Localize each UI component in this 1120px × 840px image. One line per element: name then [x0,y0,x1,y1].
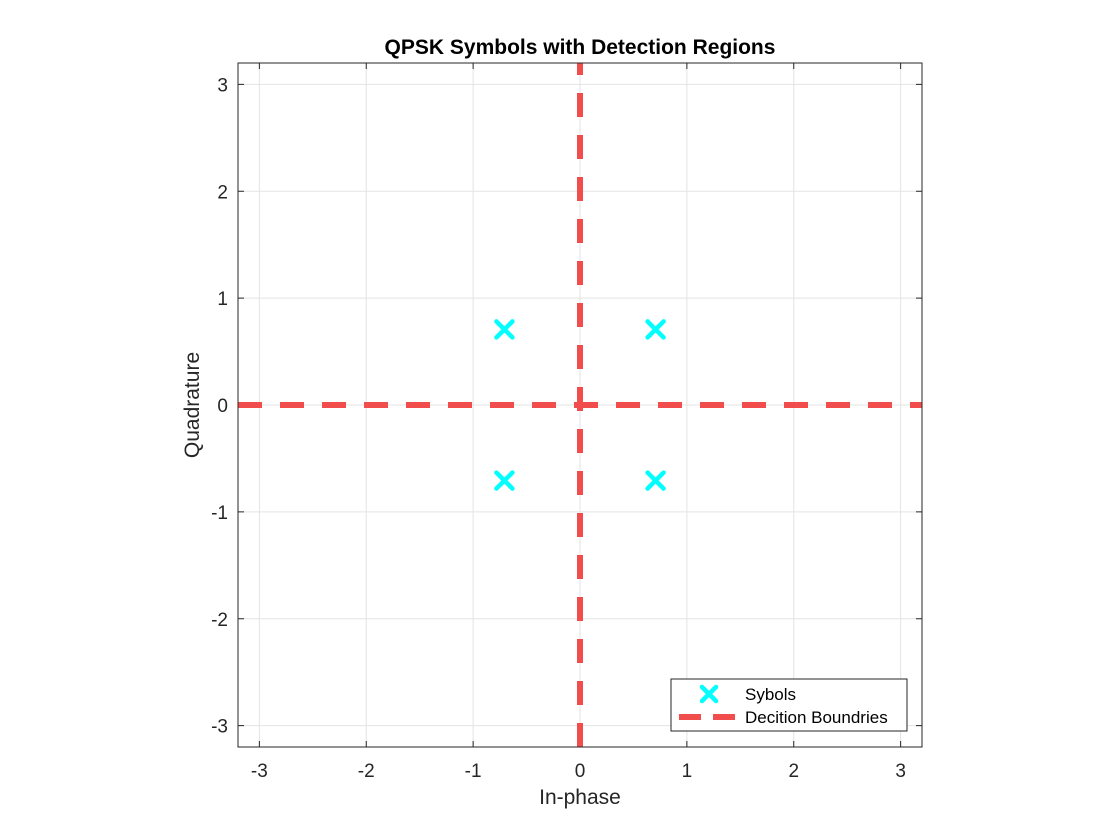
legend-entry-label: Decition Boundries [745,708,888,727]
symbol-stroke [645,470,666,491]
symbol-point [494,319,515,340]
x-tick-label: 1 [682,761,693,782]
symbol-stroke [645,319,666,340]
symbol-stroke [494,470,515,491]
y-tick-label: 0 [217,396,228,417]
x-axis-label: In-phase [539,786,621,809]
legend-symbol-icon [699,684,719,704]
symbol-stroke [494,319,515,340]
legend-box [670,678,908,732]
y-tick-label: 2 [217,182,228,203]
axes-box [237,62,923,748]
x-tick-label: 0 [575,761,586,782]
symbol-point [645,470,666,491]
y-tick-label: 3 [217,75,228,96]
x-tick-label: 3 [895,761,906,782]
x-tick-label: -3 [251,761,268,782]
y-axis-label: Quadrature [181,352,204,458]
y-tick-label: -2 [211,610,228,631]
plot-area: -3 -2 -1 0 1 2 3 -3 -2 -1 0 1 2 3 [211,62,923,782]
x-tick-label: 2 [788,761,799,782]
x-tick-label: -2 [358,761,375,782]
y-tick-label: -1 [211,503,228,524]
legend-symbol-stroke [699,684,719,704]
symbol-point [494,470,515,491]
x-tick-label: -1 [465,761,482,782]
chart-title: QPSK Symbols with Detection Regions [385,36,776,59]
symbol-point [645,319,666,340]
y-tick-label: 1 [217,289,228,310]
legend: Sybols Decition Boundries [670,678,908,732]
legend-entry-label: Sybols [745,685,796,704]
y-tick-label: -3 [211,717,228,738]
